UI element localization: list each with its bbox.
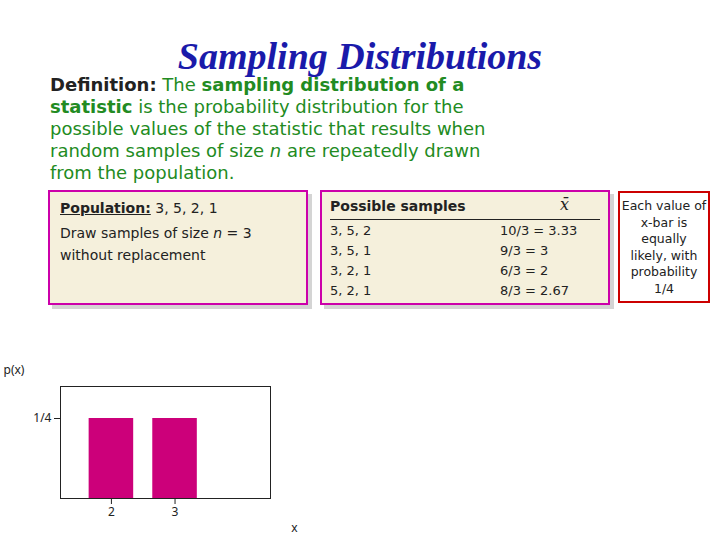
html-text:without replacement: without replacement (60, 247, 206, 263)
html-text:x̄: x̄ (560, 195, 569, 214)
html-text:3, 2, 1: 3, 2, 1 (330, 263, 372, 278)
html-text:Population: 3, 5, 2, 1: Population: 3, 5, 2, 1 (60, 200, 218, 216)
html-text:9/3 = 3: 9/3 = 3 (500, 243, 549, 258)
html-text:6/3 = 2: 6/3 = 2 (500, 263, 549, 278)
svg-text:2: 2 (108, 503, 115, 520)
html-text:1/4: 1/4 (653, 280, 675, 296)
html-text:Possible samples: Possible samples (330, 198, 466, 214)
html-text:equally: equally (641, 231, 687, 246)
html-text:random samples of size n are r: random samples of size n are repeatedly … (50, 140, 481, 161)
html-text:Draw samples of size n = 3: Draw samples of size n = 3 (60, 225, 252, 241)
html-text:8/3 = 2.67: 8/3 = 2.67 (500, 283, 569, 298)
svg-text:p(x): p(x) (4, 362, 25, 378)
html-text:Each value of: Each value of (621, 198, 707, 213)
html-text:3, 5, 1: 3, 5, 1 (330, 243, 372, 258)
svg-text:3: 3 (172, 503, 179, 520)
html-text:statistic is the probability d: statistic is the probability distributio… (50, 96, 464, 117)
html-text:likely, with: likely, with (630, 247, 698, 263)
html-text:Definition: The sampling distr: Definition: The sampling distribution of… (50, 74, 465, 95)
svg-text:x: x (291, 519, 298, 535)
html-text:5, 2, 1: 5, 2, 1 (330, 283, 372, 298)
html-text:possible values of the statist: possible values of the statistic that re… (50, 118, 486, 139)
html-text:10/3 = 3.33: 10/3 = 3.33 (500, 223, 578, 238)
html-text:Sampling Distributions: Sampling Distributions (177, 35, 543, 77)
html-text:x-bar is: x-bar is (640, 214, 688, 230)
html-text:3, 5, 2: 3, 5, 2 (330, 223, 372, 238)
html-text:probability: probability (630, 264, 698, 279)
html-text:from the population.: from the population. (50, 162, 235, 183)
svg-text:1/4: 1/4 (33, 409, 51, 426)
